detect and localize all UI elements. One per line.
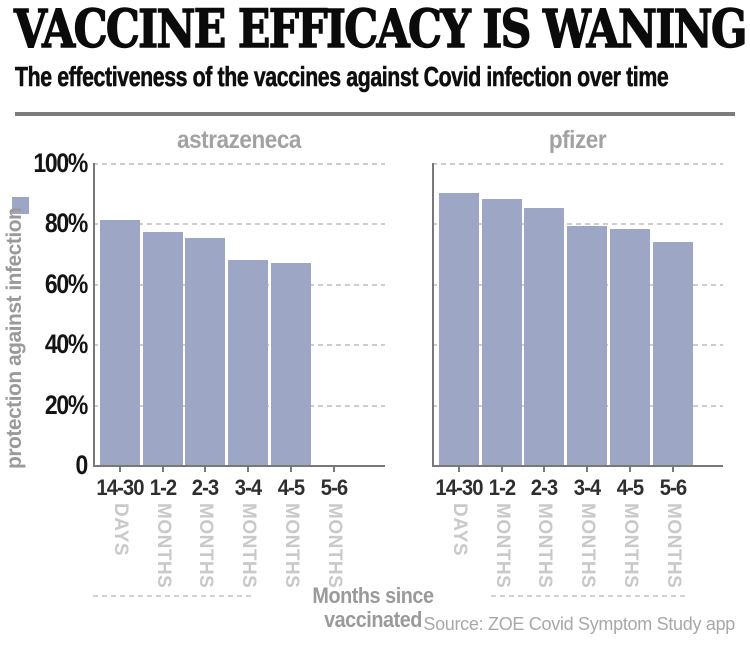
bar-pfizer-14-30 — [439, 193, 479, 465]
x-tick-mark — [672, 466, 674, 472]
x-tick-mark — [501, 466, 503, 472]
x-tick-unit-label: MONTHS — [577, 503, 598, 589]
x-tick-label: 5-6 — [320, 475, 348, 500]
x-tick-unit-label: MONTHS — [281, 503, 302, 589]
bar-astrazeneca-2-3 — [185, 238, 225, 465]
x-axis-dash-right — [491, 595, 689, 597]
gridline — [93, 223, 385, 226]
x-axis-line — [432, 465, 723, 467]
x-tick-unit-label: MONTHS — [238, 503, 259, 589]
x-axis-title: Months since vaccinated — [312, 583, 434, 632]
x-tick-mark — [290, 466, 292, 472]
x-tick-unit-label: MONTHS — [663, 503, 684, 589]
gridline — [432, 163, 723, 165]
bar-pfizer-2-3 — [524, 208, 564, 465]
x-tick-label: 5-6 — [659, 475, 687, 500]
legend-swatch — [12, 197, 29, 214]
x-tick-mark — [204, 466, 206, 472]
x-axis-line — [93, 465, 385, 467]
header-divider — [15, 112, 735, 116]
bar-astrazeneca-3-4 — [228, 260, 268, 465]
source-credit: Source: ZOE Covid Symptom Study app — [423, 614, 735, 634]
bar-astrazeneca-4-5 — [271, 263, 311, 465]
x-tick-label: 2-3 — [530, 475, 558, 500]
page-subtitle: The effectiveness of the vaccines agains… — [15, 61, 669, 93]
x-tick-mark — [119, 466, 121, 472]
x-tick-unit-label: DAYS — [449, 503, 470, 557]
bar-pfizer-3-4 — [567, 226, 607, 465]
bar-astrazeneca-14-30 — [100, 220, 140, 465]
x-tick-unit-label: MONTHS — [153, 503, 174, 589]
gridline — [432, 223, 723, 226]
x-tick-mark — [543, 466, 545, 472]
x-axis-dash-left — [93, 595, 253, 597]
x-tick-label: 1-2 — [149, 475, 177, 500]
x-tick-unit-label: MONTHS — [492, 503, 513, 589]
y-tick-label: 20% — [44, 389, 88, 420]
y-tick-label: 80% — [44, 208, 88, 239]
x-tick-label: 3-4 — [573, 475, 601, 500]
bar-pfizer-4-5 — [610, 229, 650, 465]
x-tick-mark — [162, 466, 164, 472]
y-axis-line — [432, 163, 434, 465]
chart-title-pfizer: pfizer — [548, 126, 607, 154]
x-tick-label: 2-3 — [191, 475, 219, 500]
x-tick-unit-label: MONTHS — [324, 503, 345, 589]
chart-title-astrazeneca: astrazeneca — [177, 126, 301, 154]
bar-pfizer-5-6 — [653, 242, 693, 465]
x-tick-label: 1-2 — [488, 475, 516, 500]
x-tick-mark — [586, 466, 588, 472]
x-tick-mark — [333, 466, 335, 472]
x-tick-unit-label: DAYS — [110, 503, 131, 557]
y-tick-label: 0 — [75, 450, 88, 480]
x-tick-label: 4-5 — [277, 475, 305, 500]
x-tick-label: 14-30 — [96, 475, 144, 500]
y-tick-label: 60% — [44, 268, 88, 299]
x-tick-unit-label: MONTHS — [195, 503, 216, 589]
bar-astrazeneca-1-2 — [143, 232, 183, 465]
y-tick-label: 100% — [33, 148, 88, 178]
x-tick-label: 4-5 — [616, 475, 644, 500]
bar-pfizer-1-2 — [482, 199, 522, 465]
gridline — [93, 163, 385, 165]
x-tick-label: 14-30 — [435, 475, 483, 500]
y-tick-label: 40% — [44, 329, 88, 360]
x-tick-mark — [247, 466, 249, 472]
x-tick-mark — [629, 466, 631, 472]
x-tick-unit-label: MONTHS — [620, 503, 641, 589]
page-title: VACCINE EFFICACY IS WANING — [13, 0, 748, 60]
x-tick-label: 3-4 — [234, 475, 262, 500]
y-axis-line — [93, 163, 95, 465]
x-tick-unit-label: MONTHS — [534, 503, 555, 589]
x-tick-mark — [458, 466, 460, 472]
